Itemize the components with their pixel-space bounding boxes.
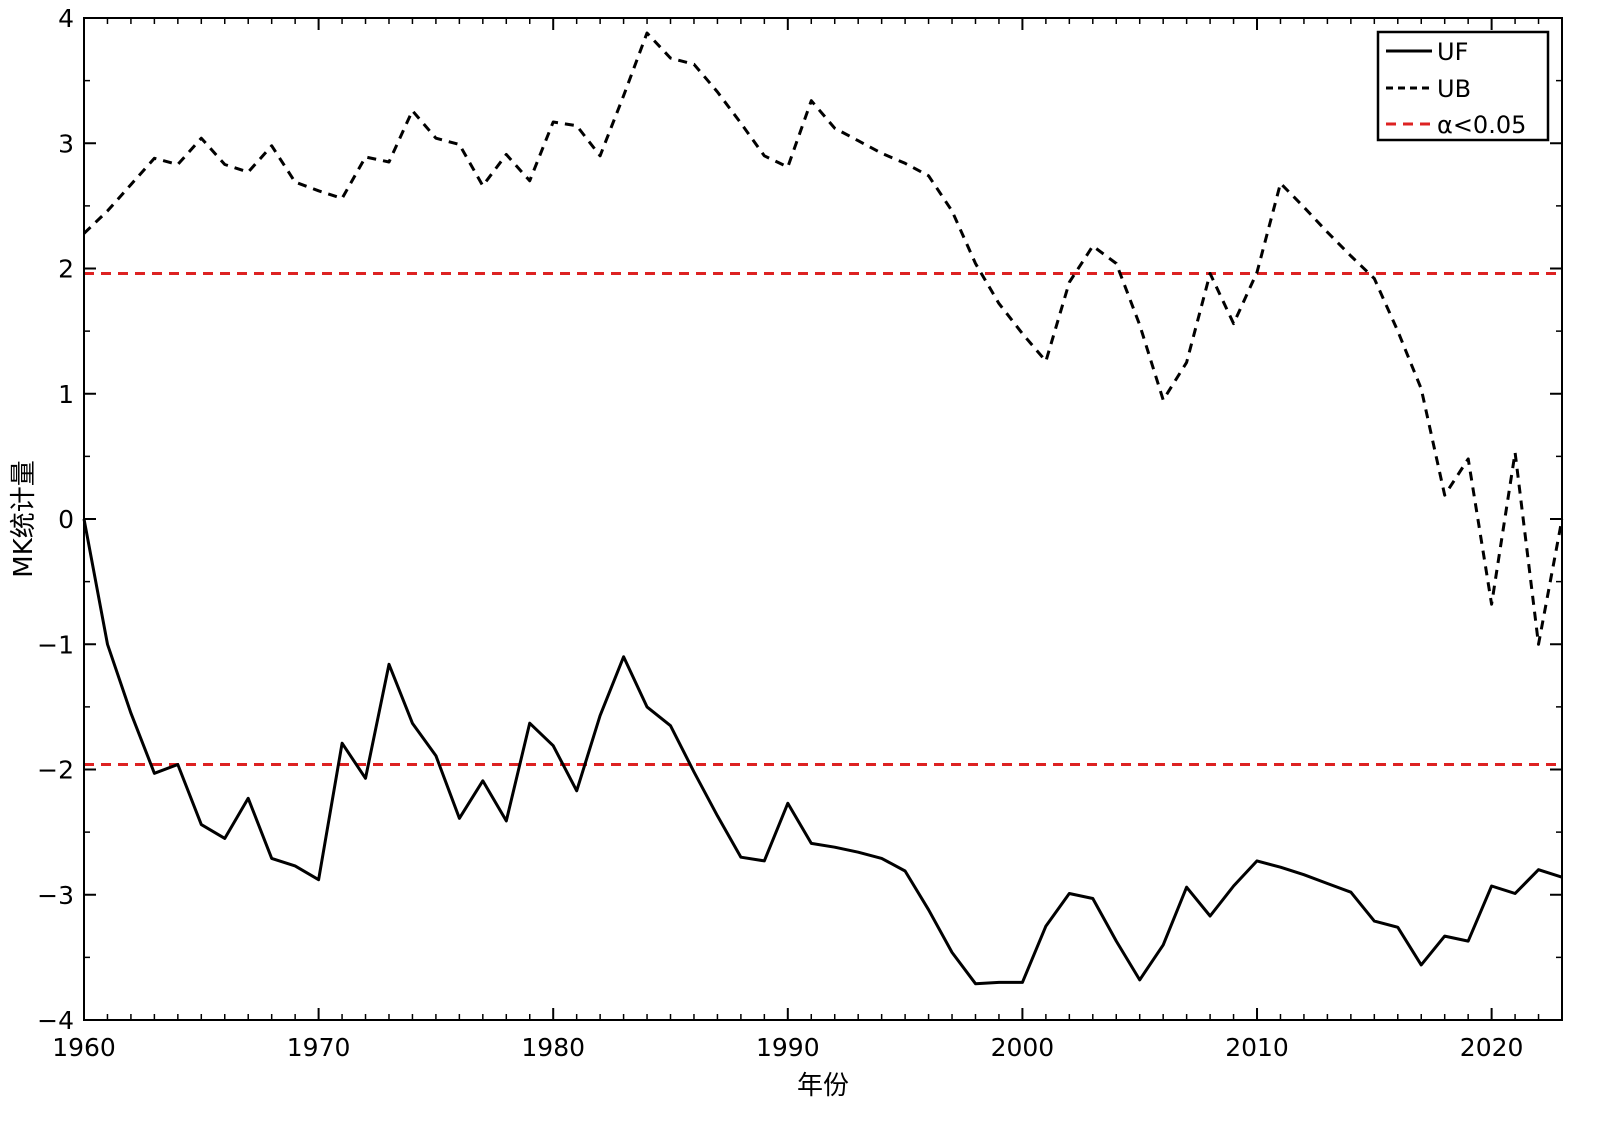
threshold-lines xyxy=(84,274,1562,765)
series-line-uf xyxy=(84,519,1562,984)
legend: UF UB α<0.05 xyxy=(1378,32,1548,140)
x-tick-label: 1970 xyxy=(287,1033,351,1062)
y-tick-label: −2 xyxy=(37,756,74,785)
y-tick-label: 1 xyxy=(58,380,74,409)
x-tick-label: 2020 xyxy=(1460,1033,1524,1062)
y-tick-label: −3 xyxy=(37,881,74,910)
y-tick-label: 3 xyxy=(58,129,74,158)
axes xyxy=(84,18,1562,1020)
plot-frame xyxy=(84,18,1562,1020)
x-tick-label: 1990 xyxy=(756,1033,820,1062)
y-tick-label: 2 xyxy=(58,255,74,284)
x-tick-label: 2010 xyxy=(1225,1033,1289,1062)
legend-label-ub: UB xyxy=(1437,75,1471,103)
ticks: 1960 1970 1980 1990 2000 2010 2020 −4 −3 −2 −1 0 1 2 3… xyxy=(37,4,1562,1062)
x-axis-label: 年份 xyxy=(797,1071,849,1101)
x-tick-label: 1980 xyxy=(521,1033,585,1062)
series-lines xyxy=(84,33,1562,984)
x-tick-label: 2000 xyxy=(991,1033,1055,1062)
y-tick-label: −4 xyxy=(37,1006,74,1035)
legend-label-uf: UF xyxy=(1437,38,1468,66)
y-tick-label: 0 xyxy=(58,505,74,534)
legend-label-alpha: α<0.05 xyxy=(1437,111,1526,139)
y-axis-label: MK统计量 xyxy=(9,460,39,577)
y-tick-label: 4 xyxy=(58,4,74,33)
series-line-ub xyxy=(84,33,1562,644)
y-tick-label: −1 xyxy=(37,630,74,659)
x-tick-label: 1960 xyxy=(52,1033,116,1062)
